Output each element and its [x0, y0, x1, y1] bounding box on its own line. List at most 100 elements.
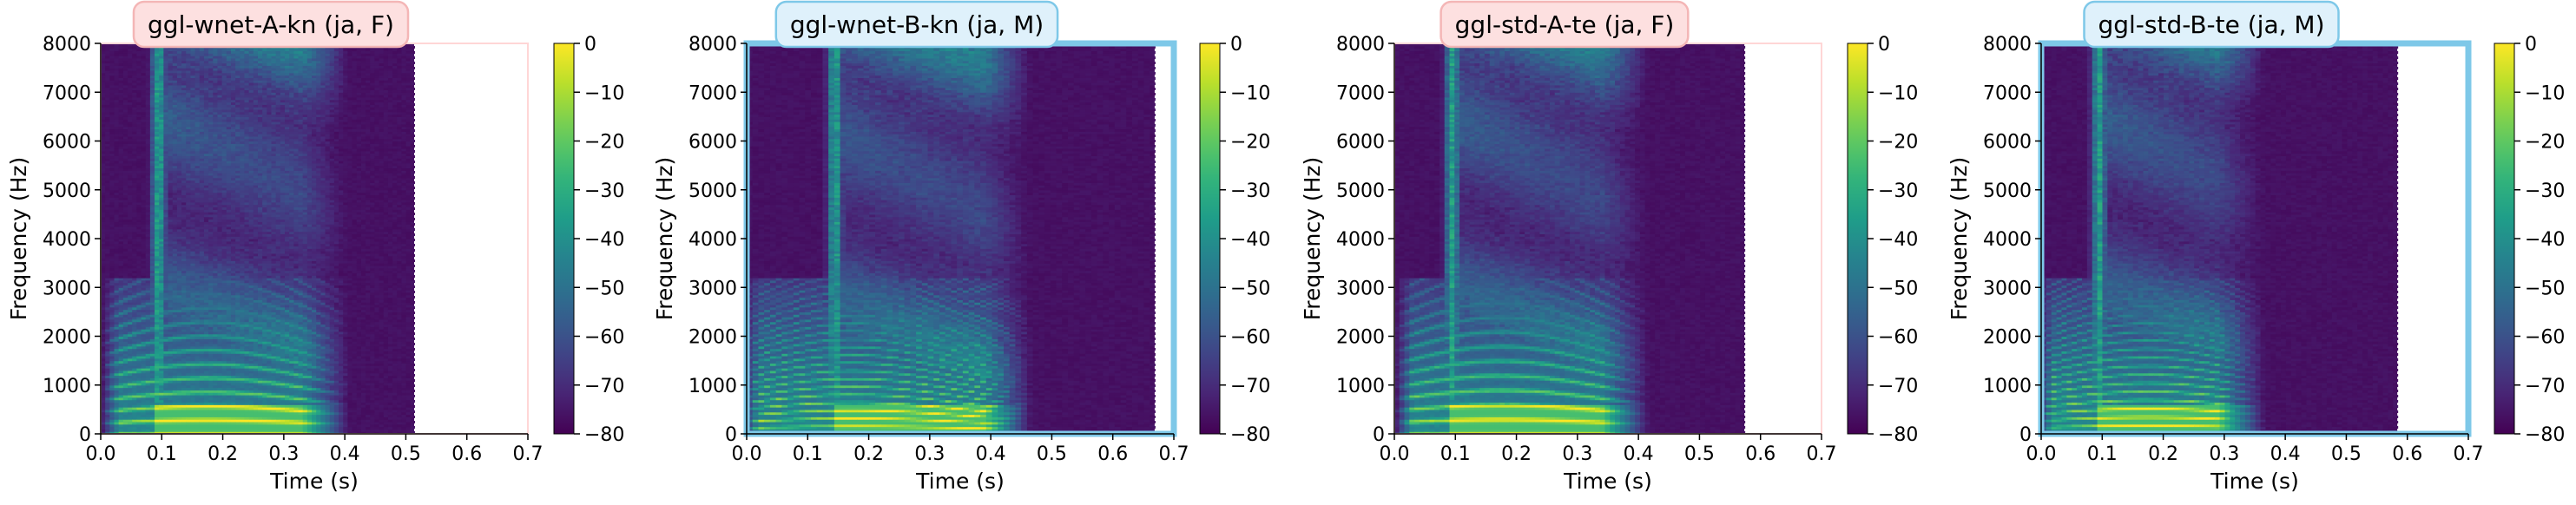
spectrogram-cell	[145, 119, 151, 122]
spectrogram-cell	[114, 357, 120, 362]
spectrogram-cell	[136, 365, 142, 369]
spectrogram-cell	[101, 404, 106, 408]
spectrogram-cell	[145, 338, 151, 342]
spectrogram-cell	[141, 121, 147, 125]
spectrogram-cell	[122, 45, 128, 49]
spectrogram-cell	[101, 365, 106, 369]
spectrogram-cell	[141, 174, 147, 179]
spectrogram-cell	[141, 204, 147, 208]
spectrogram-cell	[141, 57, 147, 62]
spectrogram-cell	[114, 267, 120, 272]
spectrogram-cell	[128, 161, 133, 164]
spectrogram-cell	[114, 258, 120, 261]
spectrogram-cell	[141, 209, 147, 213]
spectrogram-cell	[145, 380, 151, 384]
spectrogram-cell	[101, 312, 106, 315]
spectrogram-cell	[145, 251, 151, 254]
spectrogram-cell	[136, 173, 142, 176]
spectrogram-cell	[114, 96, 120, 101]
spectrogram-cell	[101, 116, 106, 120]
spectrogram-cell	[132, 318, 137, 323]
spectrogram-cell	[109, 72, 115, 76]
spectrogram-cell	[145, 409, 151, 413]
spectrogram-cell	[101, 167, 106, 171]
spectrogram-cell	[109, 104, 115, 108]
spectrogram-cell	[101, 397, 106, 401]
spectrogram-cell	[132, 170, 137, 174]
spectrogram-cell	[114, 333, 120, 338]
spectrogram-cell	[136, 372, 142, 377]
spectrogram-cell	[136, 252, 142, 257]
spectrogram-cell	[118, 429, 124, 432]
spectrogram-cell	[109, 351, 115, 354]
spectrogram-cell	[136, 409, 142, 413]
spectrogram-cell	[141, 161, 147, 164]
spectrogram-cell	[109, 84, 115, 89]
spectrogram-cell	[122, 107, 128, 110]
spectrogram-cell	[136, 143, 142, 147]
spectrogram-cell	[128, 368, 133, 371]
spectrogram-cell	[132, 75, 137, 78]
spectrogram-cell	[118, 134, 124, 137]
spectrogram-cell	[149, 429, 155, 432]
spectrogram-cell	[136, 290, 142, 293]
spectrogram-cell	[132, 228, 137, 233]
spectrogram-cell	[118, 187, 124, 191]
spectrogram-cell	[145, 148, 151, 152]
spectrogram-cell	[109, 416, 115, 420]
spectrogram-cell	[105, 161, 110, 164]
spectrogram-cell	[128, 92, 133, 95]
spectrogram-cell	[101, 326, 106, 330]
spectrogram-cell	[105, 297, 110, 300]
spectrogram-cell	[114, 84, 120, 89]
spectrogram-cell	[132, 260, 137, 264]
spectrogram-cell	[145, 377, 151, 381]
spectrogram-cell	[109, 275, 115, 279]
spectrogram-cell	[122, 333, 128, 338]
spectrogram-cell	[145, 292, 151, 296]
spectrogram-cell	[145, 258, 151, 261]
spectrogram-cell	[128, 75, 133, 78]
spectrogram-cell	[136, 240, 142, 245]
spectrogram-cell	[118, 294, 124, 298]
spectrogram-cell	[118, 96, 124, 101]
spectrogram-cell	[114, 294, 120, 298]
spectrogram-cell	[114, 270, 120, 273]
spectrogram-cell	[132, 309, 137, 312]
spectrogram-cell	[141, 82, 147, 86]
spectrogram-cell	[128, 226, 133, 230]
spectrogram-cell	[118, 416, 124, 420]
spectrogram-cell	[118, 170, 124, 174]
spectrogram-cell	[118, 92, 124, 95]
spectrogram-cell	[109, 331, 115, 335]
spectrogram-cell	[114, 219, 120, 222]
spectrogram-cell	[132, 329, 137, 332]
spectrogram-cell	[132, 53, 137, 56]
spectrogram-cell	[122, 407, 128, 410]
spectrogram-cell	[145, 345, 151, 350]
spectrogram-cell	[128, 252, 133, 257]
spectrogram-cell	[136, 331, 142, 335]
spectrogram-cell	[118, 270, 124, 273]
spectrogram-cell	[114, 399, 120, 403]
spectrogram-cell	[145, 165, 151, 169]
spectrogram-cell	[105, 278, 110, 281]
spectrogram-cell	[114, 107, 120, 110]
spectrogram-cell	[136, 248, 142, 252]
spectrogram-cell	[122, 96, 128, 101]
spectrogram-cell	[105, 324, 110, 327]
spectrogram-cell	[145, 404, 151, 408]
spectrogram-cell	[109, 272, 115, 276]
spectrogram-cell	[101, 353, 106, 357]
spectrogram-cell	[132, 365, 137, 369]
spectrogram-cell	[141, 95, 147, 98]
spectrogram-cell	[145, 357, 151, 362]
spectrogram-cell	[145, 426, 151, 430]
spectrogram-cell	[132, 357, 137, 362]
spectrogram-cell	[118, 341, 124, 344]
spectrogram-cell	[122, 80, 128, 83]
spectrogram-cell	[145, 155, 151, 159]
spectrogram-cell	[132, 161, 137, 164]
spectrogram-cell	[136, 353, 142, 357]
spectrogram-cell	[118, 89, 124, 93]
